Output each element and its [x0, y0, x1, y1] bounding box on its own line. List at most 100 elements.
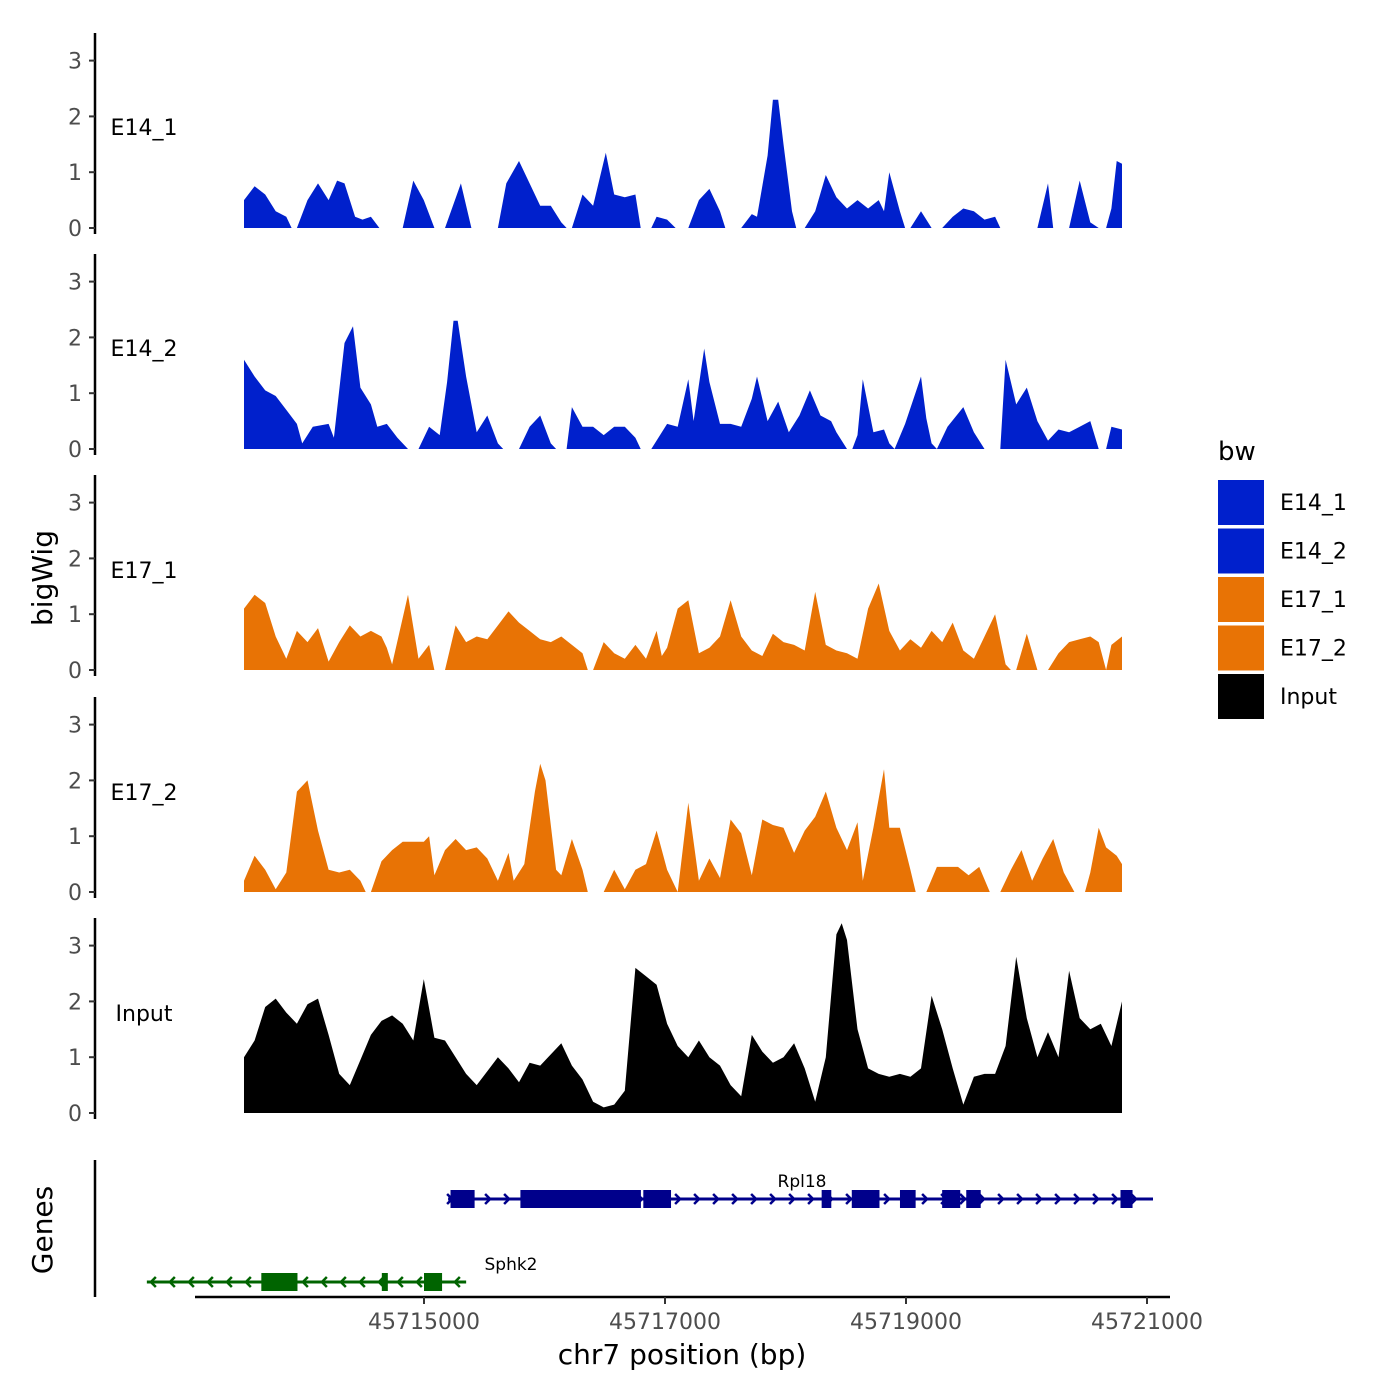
legend-label: E17_1	[1280, 588, 1347, 613]
gene-exon	[1120, 1190, 1133, 1208]
y-tick-label: 0	[68, 659, 82, 684]
legend-swatch	[1218, 625, 1264, 671]
strand-arrow	[225, 1276, 233, 1288]
gene-label: Sphk2	[484, 1255, 537, 1275]
strand-arrow	[788, 1193, 796, 1205]
strand-arrow	[883, 1193, 891, 1205]
x-tick-label: 45715000	[368, 1310, 480, 1335]
signal-area-e14_2	[244, 320, 1122, 449]
legend-swatch	[1218, 577, 1264, 622]
legend-item-e14_2: E14_2	[1218, 528, 1347, 574]
gene-exon	[261, 1273, 298, 1291]
x-axis-title: chr7 position (bp)	[558, 1338, 807, 1371]
strand-arrow	[1073, 1193, 1081, 1205]
y-tick-label: 0	[68, 881, 82, 906]
strand-arrow	[769, 1193, 777, 1205]
track-e14_1: 0 1 2 3 E14_1	[68, 33, 1122, 242]
legend-label: E14_2	[1280, 540, 1347, 565]
legend-swatch	[1218, 528, 1264, 574]
strand-arrow	[674, 1193, 682, 1205]
gene-label: Rpl18	[778, 1172, 827, 1192]
strand-arrow	[149, 1276, 157, 1288]
gene-exon	[821, 1190, 832, 1208]
axes-layer: 45715000 45717000 45719000 45721000	[93, 1160, 1203, 1335]
strand-arrow	[750, 1193, 758, 1205]
strand-arrow	[1130, 1193, 1138, 1205]
strand-arrow	[978, 1193, 986, 1205]
gene-exon	[424, 1273, 443, 1291]
gene-exon	[851, 1190, 880, 1208]
legend-item-e17_2: E17_2	[1218, 625, 1347, 671]
strand-arrow	[453, 1276, 461, 1288]
y-tick-label: 1	[68, 1046, 82, 1071]
gene-exon	[643, 1190, 672, 1208]
y-tick-label: 0	[68, 1102, 82, 1127]
y-tick-label: 2	[68, 990, 82, 1015]
gene-exon	[450, 1190, 475, 1208]
track-label: E14_2	[111, 337, 178, 362]
gene-sphk2: Sphk2	[146, 1255, 538, 1291]
strand-arrow	[320, 1276, 328, 1288]
y-tick-label: 3	[68, 492, 82, 517]
strand-arrow	[396, 1276, 404, 1288]
strand-arrow	[1054, 1193, 1062, 1205]
legend-label: Input	[1280, 685, 1337, 710]
legend-item-e17_1: E17_1	[1218, 577, 1347, 622]
legend-title: bw	[1218, 437, 1256, 467]
y-tick-label: 2	[68, 547, 82, 572]
track-label: E17_1	[111, 559, 178, 584]
x-tick-label: 45721000	[1091, 1310, 1203, 1335]
y-tick-label: 3	[68, 50, 82, 75]
strand-arrow	[168, 1276, 176, 1288]
signal-area-e17_1	[244, 583, 1122, 670]
y-tick-label: 1	[68, 825, 82, 850]
gene-exon	[520, 1190, 641, 1208]
y-tick-label: 3	[68, 271, 82, 296]
legend-label: E14_1	[1280, 491, 1347, 516]
track-label: Input	[116, 1002, 173, 1027]
gene-exon	[966, 1190, 981, 1208]
x-tick-label: 45719000	[850, 1310, 962, 1335]
legend: bw E14_1 E14_2 E17_1 E17_2 Input	[1218, 437, 1347, 719]
track-input: 0 1 2 3 Input	[68, 918, 1122, 1127]
strand-arrow	[339, 1276, 347, 1288]
legend-item-input: Input	[1218, 674, 1337, 719]
legend-item-e14_1: E14_1	[1218, 480, 1347, 525]
y-tick-label: 1	[68, 603, 82, 628]
strand-arrow	[1092, 1193, 1100, 1205]
signal-area-e17_2	[244, 763, 1122, 892]
strand-arrow	[712, 1193, 720, 1205]
strand-arrow	[206, 1276, 214, 1288]
y-axis-title: bigWig	[26, 530, 59, 626]
legend-label: E17_2	[1280, 637, 1347, 662]
gene-exon	[899, 1190, 916, 1208]
strand-arrow	[997, 1193, 1005, 1205]
strand-arrow	[484, 1193, 492, 1205]
y-tick-label: 2	[68, 105, 82, 130]
strand-arrow	[415, 1276, 423, 1288]
legend-swatch	[1218, 480, 1264, 525]
signal-area-e14_1	[244, 99, 1122, 228]
strand-arrow	[301, 1276, 309, 1288]
y-tick-label: 3	[68, 714, 82, 739]
y-tick-label: 3	[68, 935, 82, 960]
y-tick-label: 2	[68, 326, 82, 351]
track-e14_2: 0 1 2 3 E14_2	[68, 254, 1122, 463]
strand-arrow	[693, 1193, 701, 1205]
legend-swatch	[1218, 674, 1264, 719]
y-tick-label: 1	[68, 161, 82, 186]
x-tick-label: 45717000	[609, 1310, 721, 1335]
tracks-layer: 0 1 2 3 E14_1 0 1 2 3 E14_2 0 1 2 3 E17_1 0 1 2 3 E17_2 0 1 2 3…	[68, 33, 1122, 1127]
strand-arrow	[921, 1193, 929, 1205]
track-e17_2: 0 1 2 3 E17_2	[68, 697, 1122, 906]
legend-items: E14_1 E14_2 E17_1 E17_2 Input	[1218, 480, 1347, 719]
strand-arrow	[845, 1193, 853, 1205]
strand-arrow	[1111, 1193, 1119, 1205]
gene-exon	[381, 1273, 388, 1291]
genes-layer: Rpl18 Sphk2	[146, 1172, 1153, 1291]
track-label: E14_1	[111, 116, 178, 141]
strand-arrow	[959, 1193, 967, 1205]
strand-arrow	[1035, 1193, 1043, 1205]
gene-exon	[942, 1190, 961, 1208]
